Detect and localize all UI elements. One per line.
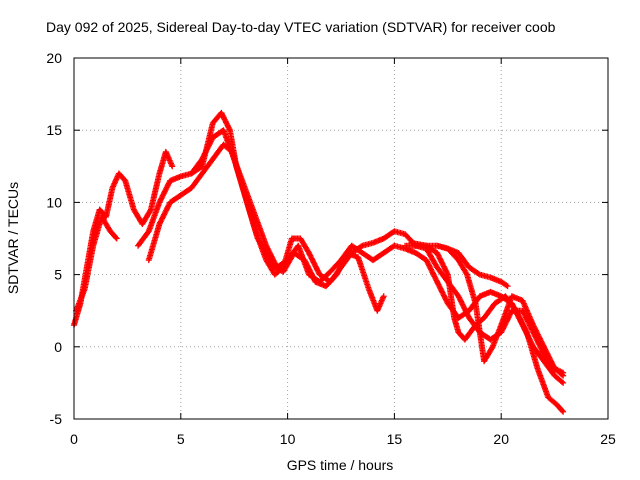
data-point (112, 234, 119, 241)
x-tick-label: 15 (387, 431, 403, 447)
data-point (225, 124, 232, 131)
y-tick-label: 0 (54, 339, 62, 355)
y-tick-label: 10 (46, 194, 62, 210)
series-track-2 (73, 213, 120, 314)
data-point (220, 113, 227, 120)
data-point (558, 378, 565, 385)
data-point (560, 408, 567, 415)
series-track-4 (145, 141, 387, 314)
data-point (222, 117, 229, 124)
series-track-5 (188, 127, 567, 386)
x-tick-label: 0 (70, 431, 78, 447)
data-points (71, 109, 567, 415)
data-point (503, 282, 510, 289)
data-point (219, 112, 226, 119)
data-point (218, 109, 225, 116)
data-point (504, 283, 511, 290)
x-tick-label: 20 (493, 431, 509, 447)
series-track-7 (408, 239, 567, 415)
data-point (219, 111, 226, 118)
grid-lines (74, 58, 608, 419)
chart-title: Day 092 of 2025, Sidereal Day-to-day VTE… (46, 19, 556, 35)
data-point (222, 119, 229, 126)
series-track-3 (135, 109, 511, 290)
data-point (358, 243, 365, 250)
y-tick-label: 5 (54, 267, 62, 283)
data-point (380, 293, 387, 300)
series-track-8 (434, 242, 567, 376)
data-point (226, 125, 233, 132)
series-track-1 (71, 148, 176, 329)
data-point (560, 379, 567, 386)
y-tick-label: 15 (46, 122, 62, 138)
plot-frame (73, 57, 609, 420)
data-point (475, 270, 482, 277)
y-axis-ticks: -5 0 5 10 15 20 (46, 50, 608, 427)
x-tick-label: 10 (280, 431, 296, 447)
x-tick-label: 5 (177, 431, 185, 447)
data-point (223, 120, 230, 127)
y-tick-label: -5 (50, 411, 63, 427)
data-point (147, 207, 154, 214)
data-point (488, 345, 495, 352)
data-point (169, 163, 176, 170)
data-point (224, 123, 231, 130)
data-point (113, 235, 120, 242)
data-point (560, 369, 567, 376)
data-point (224, 121, 231, 128)
data-point (559, 407, 566, 414)
x-axis-ticks: 0 5 10 15 20 25 (70, 58, 616, 447)
y-tick-label: 20 (46, 50, 62, 66)
x-tick-label: 25 (600, 431, 616, 447)
data-point (221, 115, 228, 122)
x-axis-label: GPS time / hours (287, 457, 394, 473)
data-point (221, 116, 228, 123)
data-point (463, 270, 470, 277)
y-axis-label: SDTVAR / TECUs (5, 182, 21, 294)
